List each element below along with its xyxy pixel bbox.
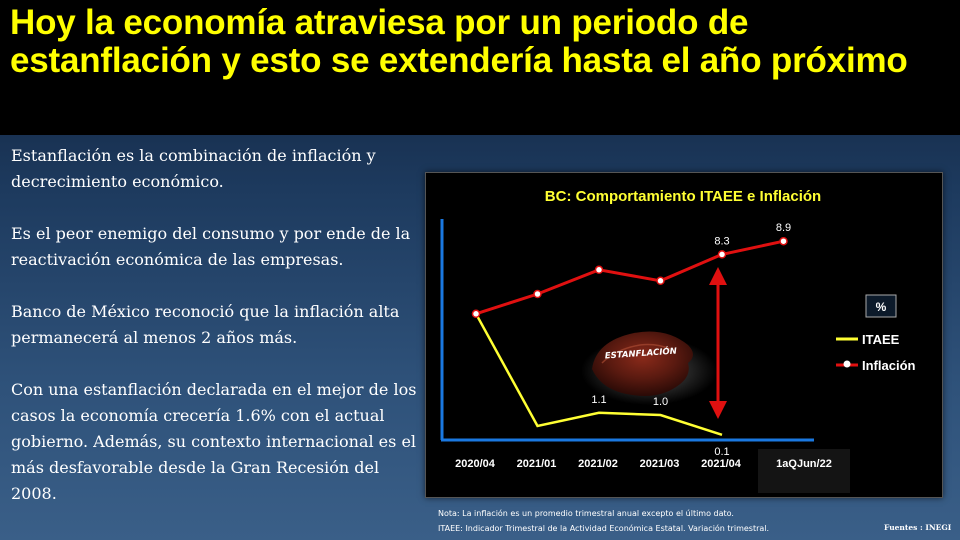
x-tick-label-3: 2021/03 xyxy=(640,458,680,470)
paragraph-consumption-enemy: Es el peor enemigo del consumo y por end… xyxy=(11,224,411,269)
body-text: Estanflación es la combinación de inflac… xyxy=(11,143,421,507)
point-inflaci-n-4 xyxy=(717,250,727,259)
point-inflaci-n-0 xyxy=(471,309,481,319)
series-line-itaee xyxy=(474,313,723,436)
source-label: Fuentes : INEGI xyxy=(884,523,952,532)
unit-label: % xyxy=(876,300,887,314)
data-label-inflaci-n-4: 8.3 xyxy=(714,235,729,247)
legend: ITAEE Inflación xyxy=(836,332,916,373)
point-inflaci-n-1 xyxy=(533,289,542,299)
series-line-inflaci-n xyxy=(475,239,784,316)
chart-panel: BC: Comportamiento ITAEE e Inflación EST… xyxy=(425,172,943,498)
paragraph-stagflation-definition: Estanflación es la combinación de inflac… xyxy=(11,146,376,191)
unit-box xyxy=(865,294,897,318)
chart-title: BC: Comportamiento ITAEE e Inflación xyxy=(545,188,821,205)
x-tick-label-4: 2021/04 xyxy=(701,458,742,470)
footnote-line-1: Nota: La inflación es un promedio trimes… xyxy=(438,509,734,518)
paragraph-growth-outlook: Con una estanflación declarada en el mej… xyxy=(11,380,417,503)
paragraph-banxico: Banco de México reconoció que la inflaci… xyxy=(11,302,400,347)
chart-svg: BC: Comportamiento ITAEE e Inflación EST… xyxy=(440,188,916,493)
data-label-inflaci-n-5: 8.9 xyxy=(776,222,791,234)
gap-double-arrow xyxy=(709,267,727,419)
point-inflaci-n-2 xyxy=(594,265,604,275)
x-tick-label-0: 2020/04 xyxy=(455,458,496,470)
x-tick-label-1: 2021/01 xyxy=(517,458,557,470)
legend-inflation-marker xyxy=(843,360,851,368)
slide-title: Hoy la economía atraviesa por un periodo… xyxy=(10,3,908,80)
point-inflaci-n-3 xyxy=(656,276,665,286)
point-inflaci-n-5 xyxy=(779,236,788,246)
legend-itaee-label: ITAEE xyxy=(862,332,900,347)
data-label-itaee-4: 0.1 xyxy=(714,446,729,458)
footnote-line-2: ITAEE: Indicador Trimestral de la Activi… xyxy=(438,524,770,533)
x-tick-label-5: 1aQJun/22 xyxy=(776,458,832,470)
stagflation-globe-image: ESTANFLACIÓN xyxy=(581,331,717,405)
title-bar: Hoy la economía atraviesa por un periodo… xyxy=(0,0,960,135)
x-tick-label-2: 2021/02 xyxy=(578,458,618,470)
last-category-box xyxy=(758,449,850,493)
data-label-itaee-3: 1.0 xyxy=(653,396,668,408)
legend-inflation-label: Inflación xyxy=(862,358,916,373)
footnote: Nota: La inflación es un promedio trimes… xyxy=(438,506,769,536)
data-label-itaee-2: 1.1 xyxy=(591,394,606,406)
